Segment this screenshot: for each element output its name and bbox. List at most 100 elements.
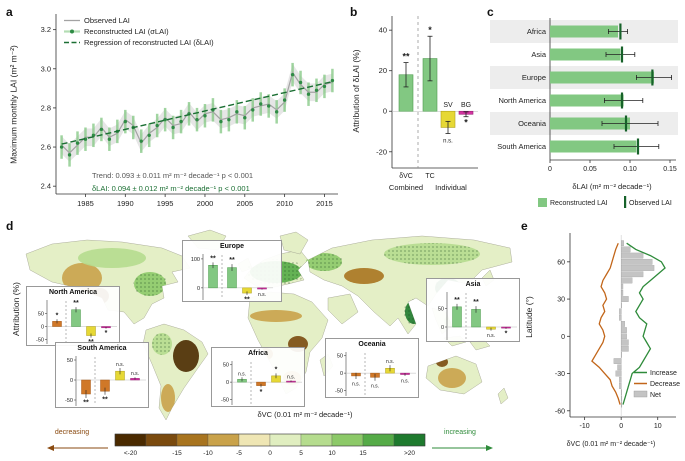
panel-c-letter: c <box>487 5 494 19</box>
inset-africa-title: Africa <box>248 350 268 357</box>
increasing-label: increasing <box>444 429 476 436</box>
svg-text:*: * <box>260 389 263 396</box>
svg-text:Oceania: Oceania <box>518 119 547 128</box>
svg-text:-10: -10 <box>203 450 213 457</box>
panel-e-x-axis-label: δVC (0.01 m² m⁻² decade⁻¹) <box>566 441 656 448</box>
svg-text:50: 50 <box>67 358 73 364</box>
svg-text:0: 0 <box>548 166 552 173</box>
svg-text:*: * <box>464 118 468 128</box>
svg-text:Individual: Individual <box>435 183 467 192</box>
svg-text:50: 50 <box>223 363 229 369</box>
svg-text:10: 10 <box>654 423 662 430</box>
svg-text:0.10: 0.10 <box>623 166 637 173</box>
svg-text:Increase: Increase <box>650 370 677 377</box>
svg-text:-5: -5 <box>236 450 242 457</box>
svg-text:1995: 1995 <box>157 199 174 208</box>
svg-text:0.15: 0.15 <box>663 166 677 173</box>
inset-europe: Europe 0 100 ** ** ** n.s. <box>182 240 282 303</box>
svg-text:δLAI: 0.094 ± 0.012 m² m⁻² dec: δLAI: 0.094 ± 0.012 m² m⁻² decade⁻¹ p < … <box>92 184 250 193</box>
svg-text:0: 0 <box>41 325 44 331</box>
svg-text:-15: -15 <box>172 450 182 457</box>
svg-text:n.s.: n.s. <box>352 382 360 388</box>
svg-text:n.s.: n.s. <box>238 371 246 377</box>
panel-a-y-axis-label: Maximum monthly LAI (m² m⁻²) <box>8 45 19 164</box>
svg-text:Decrease: Decrease <box>650 381 680 388</box>
svg-text:**: ** <box>244 296 250 302</box>
svg-text:Trend: 0.093 ± 0.011 m² m⁻² de: Trend: 0.093 ± 0.011 m² m⁻² decade⁻¹ p <… <box>92 171 253 180</box>
panel-c-horizontal-bar-chart: 0 0.05 0.10 0.15 Africa Asia Europe North Ameri… <box>490 18 678 208</box>
inset-africa-chart: -50 0 50 n.s. * * n.s. <box>221 361 302 405</box>
svg-text:Africa: Africa <box>527 27 547 36</box>
svg-text:n.s.: n.s. <box>371 383 379 389</box>
svg-text:<-20: <-20 <box>124 450 138 457</box>
svg-text:0: 0 <box>70 378 73 384</box>
svg-text:*: * <box>275 366 278 373</box>
svg-text:Observed LAI: Observed LAI <box>629 200 672 207</box>
panel-d-letter: d <box>6 219 14 233</box>
svg-text:**: ** <box>454 297 460 304</box>
panel-b-bar-chart: -20 0 20 40 ** δVC * TC n.s. SV * BG Combined Individ… <box>376 16 478 192</box>
svg-text:-10: -10 <box>580 423 590 430</box>
svg-text:**: ** <box>402 52 410 62</box>
panel-e-latitude-profile-chart: -60 -30 0 30 60 -10 0 10 Increase Decrease Net <box>555 233 680 430</box>
svg-text:60: 60 <box>557 259 565 266</box>
svg-text:2015: 2015 <box>316 199 333 208</box>
inset-africa: Africa -50 0 50 n.s. * * n.s. <box>211 347 305 407</box>
inset-asia-title: Asia <box>465 281 481 288</box>
svg-text:40: 40 <box>379 26 387 35</box>
svg-text:Regression of reconstructed LA: Regression of reconstructed LAI (δLAI) <box>84 38 214 47</box>
inset-europe-title: Europe <box>219 243 245 250</box>
svg-text:δVC: δVC <box>399 173 413 180</box>
svg-text:10: 10 <box>328 450 336 457</box>
svg-text:*: * <box>56 312 59 319</box>
svg-text:Combined: Combined <box>389 183 423 192</box>
inset-asia: Asia 0 50 ** ** n.s. * <box>426 278 520 342</box>
svg-text:-50: -50 <box>221 398 229 404</box>
svg-text:North America: North America <box>498 96 546 105</box>
svg-text:*: * <box>428 25 432 35</box>
svg-text:3.2: 3.2 <box>41 25 51 34</box>
svg-text:n.s.: n.s. <box>131 371 139 377</box>
svg-text:n.s.: n.s. <box>116 362 124 368</box>
svg-text:SV: SV <box>443 102 453 109</box>
colorbar: <-20 -15 -10 -5 0 5 10 15 >20 <box>47 433 493 457</box>
svg-text:0: 0 <box>383 107 387 116</box>
svg-text:**: ** <box>83 400 89 407</box>
svg-text:**: ** <box>473 299 479 306</box>
svg-text:n.s.: n.s. <box>287 374 295 380</box>
svg-text:50: 50 <box>38 312 44 318</box>
svg-text:Europe: Europe <box>522 73 546 82</box>
svg-text:**: ** <box>210 255 216 262</box>
svg-text:>20: >20 <box>404 450 415 457</box>
svg-text:*: * <box>505 330 508 337</box>
svg-text:15: 15 <box>359 450 367 457</box>
svg-text:Reconstructed LAI (σLAI): Reconstructed LAI (σLAI) <box>84 27 169 36</box>
svg-text:South America: South America <box>497 142 547 151</box>
svg-text:BG: BG <box>461 102 471 109</box>
panel-a-letter: a <box>6 5 13 19</box>
svg-text:n.s.: n.s. <box>258 292 266 298</box>
svg-text:n.s.: n.s. <box>487 333 495 339</box>
svg-text:0: 0 <box>268 450 272 457</box>
panel-a-line-chart: 2.4 2.6 2.8 3.0 3.2 1985 1990 1995 2000 2005 2010 2… <box>41 14 338 208</box>
svg-text:1985: 1985 <box>77 199 94 208</box>
svg-text:30: 30 <box>557 297 565 304</box>
svg-text:*: * <box>105 330 108 337</box>
svg-text:-50: -50 <box>36 337 44 343</box>
svg-text:3.0: 3.0 <box>41 64 51 73</box>
panel-e-letter: e <box>521 219 528 233</box>
svg-text:2000: 2000 <box>197 199 214 208</box>
svg-text:2.8: 2.8 <box>41 103 51 112</box>
inset-oceania: Oceania -50 0 50 n.s. n.s. n.s. n.s. <box>325 338 419 398</box>
svg-text:0: 0 <box>619 423 623 430</box>
svg-text:0: 0 <box>441 325 444 331</box>
svg-text:2.6: 2.6 <box>41 143 51 152</box>
inset-asia-chart: 0 50 ** ** n.s. * <box>438 292 517 340</box>
svg-text:n.s.: n.s. <box>386 359 394 365</box>
svg-text:1990: 1990 <box>117 199 134 208</box>
svg-text:-50: -50 <box>335 389 343 395</box>
svg-text:Observed LAI: Observed LAI <box>84 16 130 25</box>
svg-text:50: 50 <box>337 354 343 360</box>
